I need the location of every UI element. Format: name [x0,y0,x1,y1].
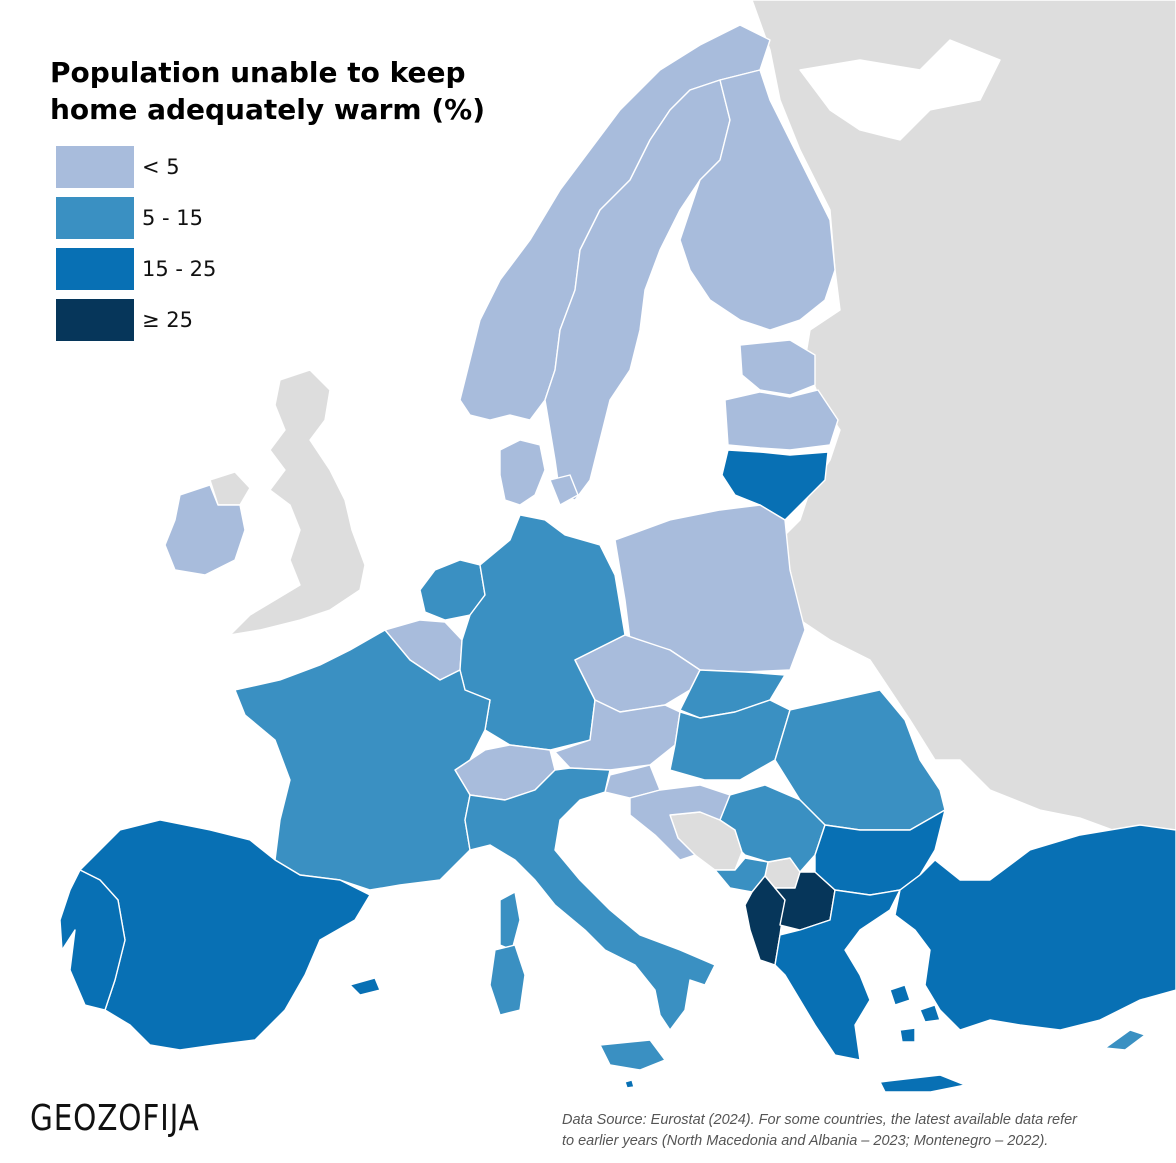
legend-swatch [56,146,134,188]
region-denmark [499,439,546,506]
region-sardinia [489,944,526,1016]
data-source-note: Data Source: Eurostat (2024). For some c… [562,1110,1172,1152]
region-ireland [164,484,246,576]
region-kola-sea [799,39,1001,141]
legend-label: ≥ 25 [142,308,193,332]
map-title-line-1: Population unable to keep [50,56,466,89]
region-estonia [739,339,816,396]
legend-label: 5 - 15 [142,206,204,230]
region-balearic-islands [349,977,381,996]
region-finland [679,69,836,331]
map-title: Population unable to keep home adequatel… [50,54,485,128]
region-corsica [499,891,521,951]
region-cyprus [1104,1029,1146,1051]
region-latvia [724,389,839,451]
legend-swatch [56,248,134,290]
region-malta [624,1079,635,1089]
region-turkey [894,824,1176,1031]
legend-swatch [56,197,134,239]
brand-logo: GEOZOFIJA [30,1098,200,1139]
region-aegean-islands [889,984,941,1043]
region-denmark-islands [549,474,579,506]
legend-label: < 5 [142,155,180,179]
data-source-line-1: Data Source: Eurostat (2024). For some c… [562,1112,1078,1128]
region-sicily [599,1039,666,1071]
legend-swatch [56,299,134,341]
region-great-britain [229,369,366,636]
map-title-line-2: home adequately warm (%) [50,93,485,126]
region-crete [879,1074,966,1093]
region-italy [464,767,716,1031]
legend-label: 15 - 25 [142,257,217,281]
region-greece [774,889,901,1061]
region-croatia [629,784,731,861]
region-montenegro [714,857,769,893]
region-portugal [59,869,126,1011]
region-lithuania [721,449,829,521]
data-source-line-2: to earlier years (North Macedonia and Al… [562,1133,1049,1149]
